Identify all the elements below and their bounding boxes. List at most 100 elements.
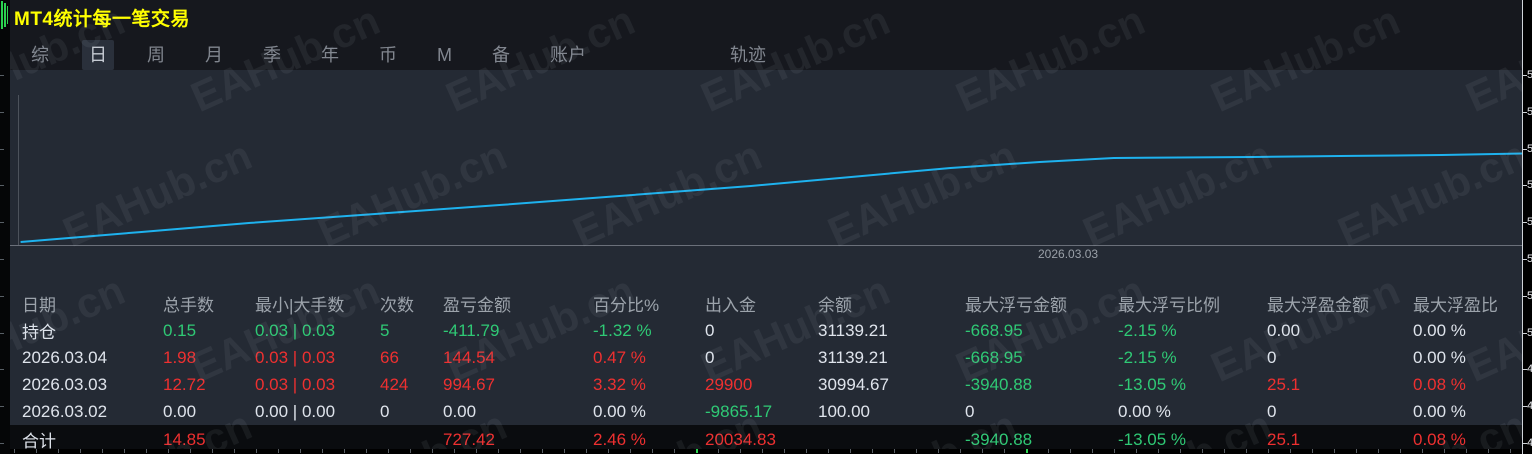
table-cell: 0.03 | 0.03	[255, 320, 336, 340]
axis-tick-label: 5	[1527, 105, 1532, 118]
axis-tick	[146, 449, 147, 453]
daily-statistics-table: 日期 总手数 最小|大手数 次数 盈亏金额 百分比% 出入金 余额 最大浮亏金额 最大浮亏比例 最大…	[10, 290, 1522, 454]
axis-tick	[36, 449, 37, 453]
axis-tick	[0, 148, 4, 150]
tab-月[interactable]: 月	[205, 45, 223, 65]
axis-tick	[1523, 222, 1527, 224]
axis-tick	[564, 449, 565, 453]
table-cell: 727.42	[443, 429, 495, 449]
underlying-chart-left-edge	[0, 0, 10, 454]
mt4-statistics-panel: EAHub.cn EAHub.cn EAHub.cn EAHub.cn EAHub.cn…	[10, 0, 1522, 454]
table-row: 2026.03.02 0.00 0.00 | 0.00 0 0.00 0.00 % -986…	[10, 398, 1522, 425]
table-row: 持仓 0.15 0.03 | 0.03 5 -411.79 -1.32 % 0 31139.2…	[10, 317, 1522, 344]
time-axis[interactable]	[0, 449, 1532, 454]
table-cell: 0.03 | 0.03	[255, 347, 336, 367]
axis-tick	[630, 449, 631, 453]
axis-tick	[0, 406, 4, 408]
axis-tick	[542, 449, 543, 453]
axis-tick-label: 5	[1527, 69, 1532, 81]
table-cell: 144.54	[443, 347, 495, 367]
axis-tick	[1246, 449, 1247, 453]
table-cell: 424	[380, 374, 409, 394]
axis-tick	[1523, 406, 1527, 408]
axis-tick	[80, 449, 81, 453]
axis-tick-label: 5	[1527, 179, 1532, 192]
axis-tick	[256, 449, 257, 453]
axis-tick	[124, 449, 125, 453]
tab-日[interactable]: 日	[82, 40, 114, 70]
table-cell: -411.79	[443, 320, 500, 340]
axis-tick	[0, 185, 4, 187]
candlestick-sliver	[4, 3, 6, 27]
axis-tick	[366, 449, 367, 453]
axis-tick	[1048, 449, 1049, 453]
axis-tick	[410, 449, 411, 453]
tab-币[interactable]: 币	[379, 45, 397, 65]
table-cell: -668.95	[965, 347, 1023, 367]
table-cell: 12.72	[163, 374, 206, 394]
table-cell: -1.32 %	[593, 320, 652, 340]
tab-综[interactable]: 综	[31, 45, 49, 65]
axis-tick	[806, 449, 807, 453]
axis-tick	[1523, 332, 1527, 334]
axis-tick	[828, 449, 829, 453]
table-cell: 2.46 %	[593, 429, 646, 449]
table-cell: -13.05 %	[1118, 429, 1187, 449]
table-row: 2026.03.03 12.72 0.03 | 0.03 424 994.67 3.32 …	[10, 371, 1522, 398]
table-cell: 29900	[705, 374, 753, 394]
table-cell: 0	[380, 401, 390, 421]
table-cell: 31139.21	[818, 347, 888, 367]
table-cell: 2026.03.02	[22, 401, 108, 421]
axis-tick	[1378, 449, 1379, 453]
axis-tick	[476, 449, 477, 453]
axis-tick	[1444, 449, 1445, 453]
panel-topbar: MT4统计每一笔交易 综 日 周 月 季 年 币 M 备 账户 轨迹	[10, 0, 1522, 70]
table-cell: -9865.17	[705, 401, 773, 421]
axis-tick	[652, 449, 653, 453]
axis-tick	[586, 449, 587, 453]
chart-table-divider	[10, 245, 1522, 246]
table-cell: 0	[705, 320, 715, 340]
axis-tick	[0, 259, 4, 260]
price-axis[interactable]: 5 5 5 5 5 5 5 5 4 4 4	[1522, 0, 1532, 454]
tab-备[interactable]: 备	[492, 45, 510, 65]
axis-tick	[58, 449, 59, 453]
axis-tick	[1400, 449, 1401, 453]
table-cell: 合计	[22, 432, 56, 451]
chart-inner-axis-line	[18, 95, 19, 245]
panel-title: MT4统计每一笔交易	[14, 9, 191, 30]
axis-tick	[916, 449, 917, 453]
table-cell: 994.67	[443, 374, 495, 394]
axis-tick	[0, 332, 4, 334]
table-cell: 0.03 | 0.03	[255, 374, 336, 394]
table-cell: 0.08 %	[1413, 374, 1466, 394]
tab-账户[interactable]: 账户	[550, 45, 586, 65]
equity-curve-chart[interactable]	[10, 70, 1522, 245]
axis-tick	[1202, 449, 1203, 453]
table-cell: 20034.83	[705, 429, 776, 449]
axis-tick	[0, 111, 4, 113]
tab-季[interactable]: 季	[263, 45, 281, 65]
axis-tick-label: 4	[1527, 437, 1532, 449]
axis-tick-label: 5	[1527, 253, 1532, 265]
table-cell: 5	[380, 320, 390, 340]
axis-tick	[1523, 75, 1527, 76]
table-cell: 0.47 %	[593, 347, 646, 367]
axis-tick	[1312, 449, 1313, 453]
tab-轨迹[interactable]: 轨迹	[730, 45, 766, 65]
axis-tick	[894, 449, 895, 453]
table-cell: 0.00 %	[1413, 320, 1466, 340]
axis-tick	[960, 449, 961, 453]
table-cell: 0.00	[1267, 320, 1301, 340]
axis-tick	[1180, 449, 1181, 453]
axis-tick	[0, 443, 4, 444]
axis-tick	[234, 449, 235, 453]
tab-周[interactable]: 周	[147, 45, 165, 65]
table-row: 2026.03.04 1.98 0.03 | 0.03 66 144.54 0.47 % 0…	[10, 344, 1522, 371]
column-header: 总手数	[163, 296, 214, 315]
tab-年[interactable]: 年	[321, 45, 339, 65]
table-cell: 0.00 %	[1413, 401, 1466, 421]
table-cell: 66	[380, 347, 399, 367]
tab-M[interactable]: M	[437, 45, 452, 65]
column-header: 日期	[22, 296, 56, 315]
